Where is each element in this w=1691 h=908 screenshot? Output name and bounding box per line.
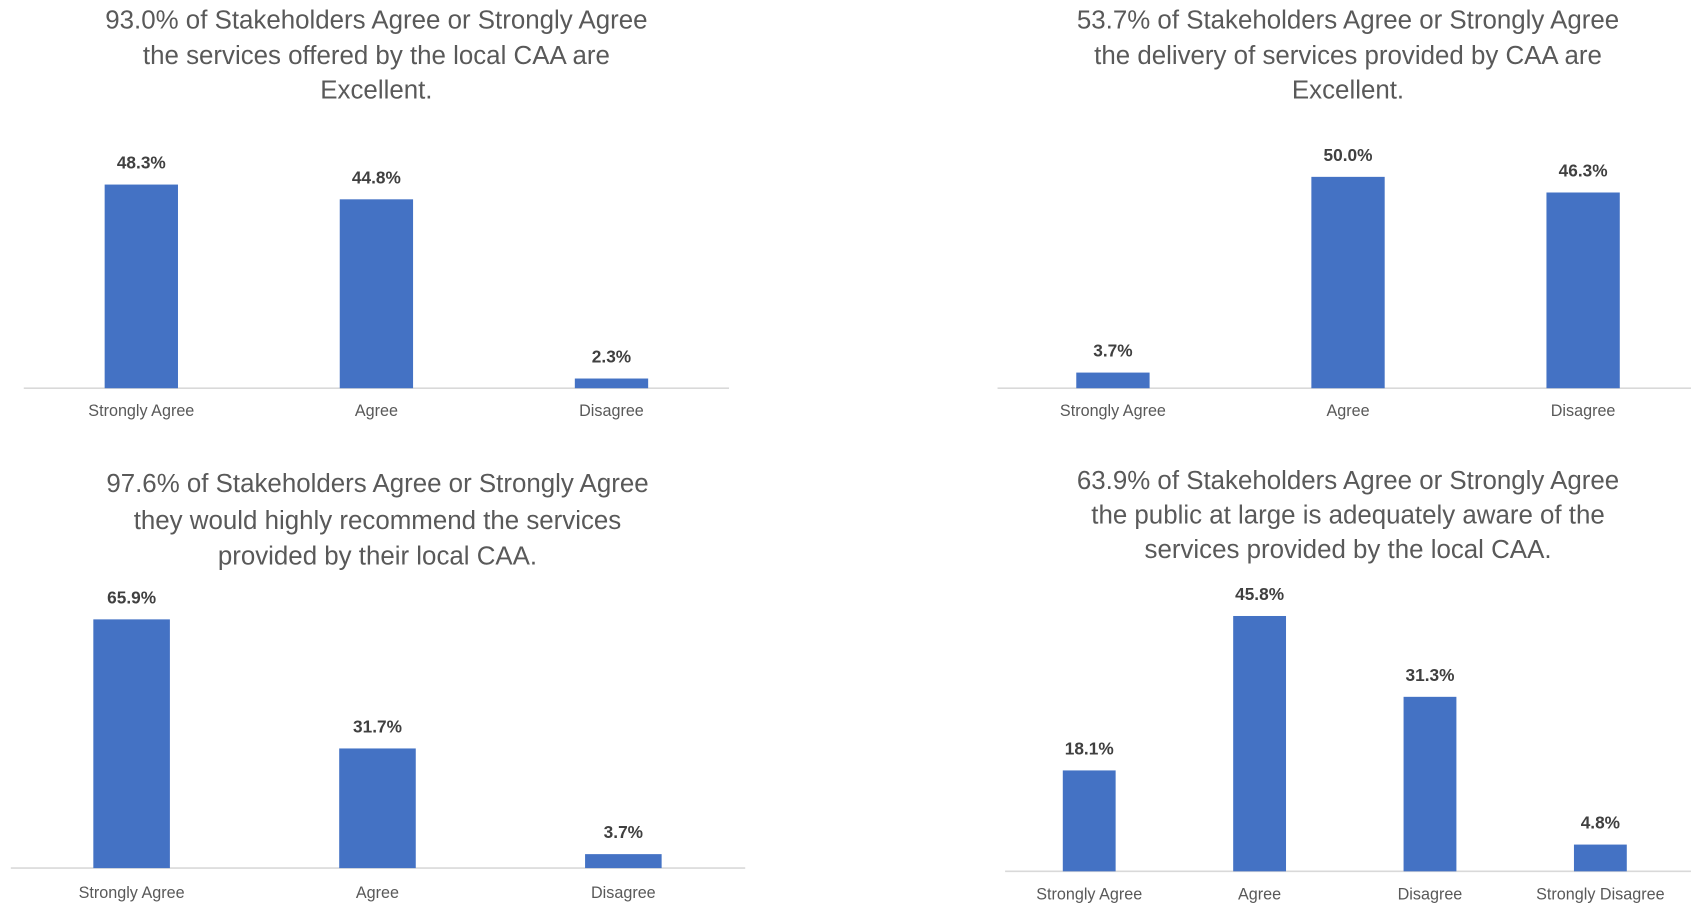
x-tick-label: Strongly Agree bbox=[1060, 402, 1166, 420]
bar bbox=[1233, 615, 1287, 872]
data-label: 3.7% bbox=[604, 822, 643, 842]
x-tick-label: Strongly Agree bbox=[79, 884, 185, 902]
data-label: 44.8% bbox=[352, 167, 401, 187]
x-tick-label: Agree bbox=[355, 402, 398, 420]
bar bbox=[1311, 176, 1385, 389]
data-label: 48.3% bbox=[117, 153, 166, 173]
data-label: 46.3% bbox=[1559, 161, 1608, 181]
data-label: 18.1% bbox=[1065, 738, 1114, 758]
data-label: 31.7% bbox=[353, 717, 402, 737]
bar bbox=[93, 619, 170, 869]
chart-title: Excellent. bbox=[1292, 77, 1404, 105]
bar bbox=[574, 378, 649, 389]
data-label: 4.8% bbox=[1581, 813, 1620, 833]
bar bbox=[1573, 844, 1627, 872]
bar bbox=[1403, 696, 1457, 872]
bar bbox=[104, 184, 178, 389]
x-tick-label: Disagree bbox=[579, 402, 644, 420]
x-tick-label: Agree bbox=[356, 884, 399, 902]
x-tick-label: Disagree bbox=[1398, 885, 1463, 903]
chart-title: 63.9% of Stakeholders Agree or Strongly … bbox=[1077, 467, 1619, 495]
x-tick-label: Strongly Agree bbox=[1036, 885, 1142, 903]
bar bbox=[339, 748, 416, 869]
chart-title: Excellent. bbox=[320, 77, 432, 105]
chart-title: 53.7% of Stakeholders Agree or Strongly … bbox=[1077, 6, 1619, 34]
bar bbox=[1062, 770, 1116, 872]
x-tick-label: Agree bbox=[1238, 885, 1281, 903]
bar bbox=[585, 854, 662, 869]
data-label: 31.3% bbox=[1406, 665, 1455, 685]
data-label: 2.3% bbox=[592, 347, 631, 367]
chart-title: 97.6% of Stakeholders Agree or Strongly … bbox=[106, 470, 648, 498]
data-label: 45.8% bbox=[1235, 584, 1284, 604]
data-label: 3.7% bbox=[1093, 341, 1132, 361]
chart-title: services provided by the local CAA. bbox=[1145, 536, 1552, 564]
data-label: 50.0% bbox=[1324, 145, 1373, 165]
chart-title: the public at large is adequately aware … bbox=[1091, 501, 1605, 529]
chart-title: the services offered by the local CAA ar… bbox=[143, 42, 610, 70]
bar bbox=[1076, 372, 1150, 389]
x-tick-label: Strongly Agree bbox=[88, 402, 194, 420]
bar bbox=[1546, 192, 1620, 389]
chart-title: they would highly recommend the services bbox=[134, 507, 622, 535]
chart-title: 93.0% of Stakeholders Agree or Strongly … bbox=[105, 6, 647, 34]
chart-title: the delivery of services provided by CAA… bbox=[1094, 42, 1602, 70]
chart-title: provided by their local CAA. bbox=[218, 542, 537, 570]
x-tick-label: Agree bbox=[1326, 402, 1369, 420]
bar bbox=[339, 199, 414, 389]
data-label: 65.9% bbox=[107, 587, 156, 607]
x-tick-label: Strongly Disagree bbox=[1536, 885, 1664, 903]
x-tick-label: Disagree bbox=[1551, 402, 1616, 420]
x-tick-label: Disagree bbox=[591, 884, 656, 902]
